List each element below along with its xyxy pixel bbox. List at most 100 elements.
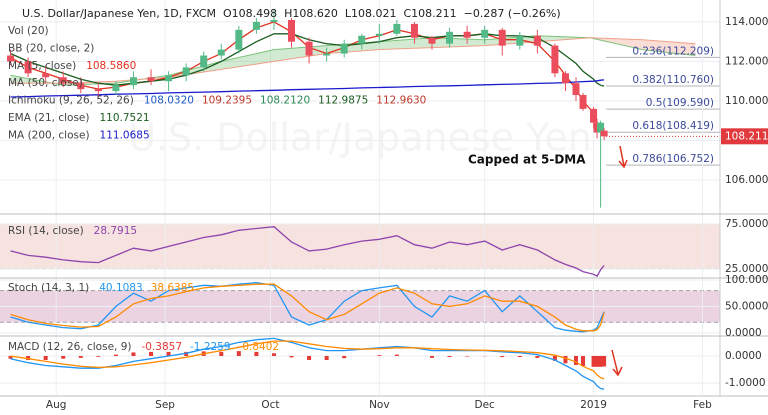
fib-label: 0.618(108.419) (632, 120, 714, 132)
y-tick-label: 110.000 (725, 95, 768, 107)
legend-value: 28.7915 (94, 225, 137, 237)
histogram-bar (8, 355, 13, 359)
fib-label: 0.5(109.590) (646, 97, 714, 109)
header-text: O108.498 (223, 7, 277, 20)
candle-body (340, 43, 348, 54)
x-tick-label: 2019 (580, 399, 607, 411)
y-tick-label: 0.0000 (725, 327, 762, 339)
candle-body (77, 83, 85, 90)
header-text: U.S. Dollar/Japanese Yen, 1D, FXCM (22, 7, 216, 20)
legend-name: MA (50, close) (8, 77, 83, 89)
candle-body (7, 55, 15, 62)
histogram-bar (149, 351, 154, 356)
y-tick-label: 100.0000 (725, 274, 768, 286)
histogram-bar (430, 355, 434, 358)
legend-value: -1.2259 (190, 341, 231, 353)
legend-name: MA (200, close) (8, 129, 90, 141)
header-text: L108.021 (345, 7, 397, 20)
header-text: H108.620 (284, 7, 338, 20)
histogram-bar (447, 355, 452, 358)
legend-value: 112.9630 (376, 95, 426, 107)
ichimoku-cloud (221, 49, 274, 70)
histogram-bar (43, 355, 48, 361)
histogram-bar (131, 352, 136, 356)
candle-body (217, 49, 225, 56)
histogram-bar (598, 355, 603, 367)
histogram-bar (78, 355, 83, 358)
y-tick-label: 75.0000 (725, 218, 768, 230)
candle-body (600, 130, 608, 137)
ichimoku-cloud (379, 37, 432, 50)
candle-body (305, 41, 313, 56)
histogram-bar (61, 355, 66, 359)
candle-body (446, 31, 454, 44)
candle-body (358, 35, 366, 44)
histogram-bar (465, 355, 470, 357)
x-tick-label: Dec (475, 399, 496, 411)
candle-body (593, 122, 601, 133)
indicator-line (10, 281, 605, 333)
last-price-label: 108.211 (725, 130, 768, 142)
legend-name: RSI (14, close) (8, 225, 84, 237)
histogram-bar (377, 355, 382, 356)
candle-body (200, 55, 208, 68)
histogram-bar (517, 355, 522, 358)
indicator-line (10, 340, 605, 380)
indicator-line (10, 337, 605, 390)
candle-body (572, 83, 580, 96)
y-tick-label: 114.000 (725, 16, 768, 28)
x-tick-label: Aug (46, 399, 67, 411)
header-text: C108.211 (403, 7, 456, 20)
watermark: U.S. Dollar/Japanese Yen (128, 116, 592, 160)
histogram-bar (552, 355, 557, 361)
candle-body (393, 23, 401, 34)
legend-value: 111.0685 (100, 129, 150, 141)
legend-value: 108.0320 (144, 95, 194, 107)
histogram-bar (26, 355, 31, 361)
indicator-line (10, 283, 605, 332)
legend-value: 109.2395 (202, 95, 252, 107)
legend-name: Ichimoku (9, 26, 52, 26) (8, 95, 134, 107)
fib-label: 0.382(110.760) (632, 74, 714, 86)
legend-value: 108.2120 (260, 95, 310, 107)
histogram-bar (535, 355, 540, 358)
candle-body (551, 45, 559, 74)
legend-name: EMA (21, close) (8, 112, 90, 124)
ichimoku-cloud (642, 39, 696, 56)
y-tick-label: -1.0000 (725, 377, 766, 389)
legend-name: Vol (20) (8, 25, 49, 37)
candle-body (42, 73, 50, 78)
candle-body (129, 77, 137, 86)
histogram-bar (602, 355, 607, 367)
indicator-band (0, 223, 720, 269)
legend-value: 108.5860 (86, 60, 136, 72)
histogram-bar (563, 355, 568, 364)
legend-name: BB (20, close, 2) (8, 42, 94, 54)
grid-layer (0, 0, 720, 395)
candle-body (288, 19, 296, 42)
annotation: Capped at 5-DMA (468, 153, 586, 167)
histogram-bar (166, 351, 171, 356)
y-tick-label: 106.000 (725, 174, 768, 186)
ichimoku-cloud (484, 35, 538, 46)
histogram-bar (219, 351, 224, 356)
histogram-bar (271, 353, 276, 356)
y-tick-label: 50.0000 (725, 300, 768, 312)
cloud-span (10, 37, 696, 84)
candle-body (323, 53, 331, 56)
legend-value: 38.6385 (151, 282, 194, 294)
y-tick-label: 0.0000 (725, 350, 762, 362)
y-tick-label: 25.0000 (725, 263, 768, 275)
candle-body (590, 108, 598, 123)
candle-body (533, 35, 541, 46)
legend-name: MA (5, close) (8, 60, 76, 72)
x-tick-label: Nov (369, 399, 390, 411)
legend-name: Stoch (14, 3, 1) (8, 282, 89, 294)
legend-value: 110.7521 (100, 112, 150, 124)
arrow-head (612, 366, 623, 377)
legend-value: 40.1083 (99, 282, 142, 294)
candle-body (481, 29, 489, 38)
